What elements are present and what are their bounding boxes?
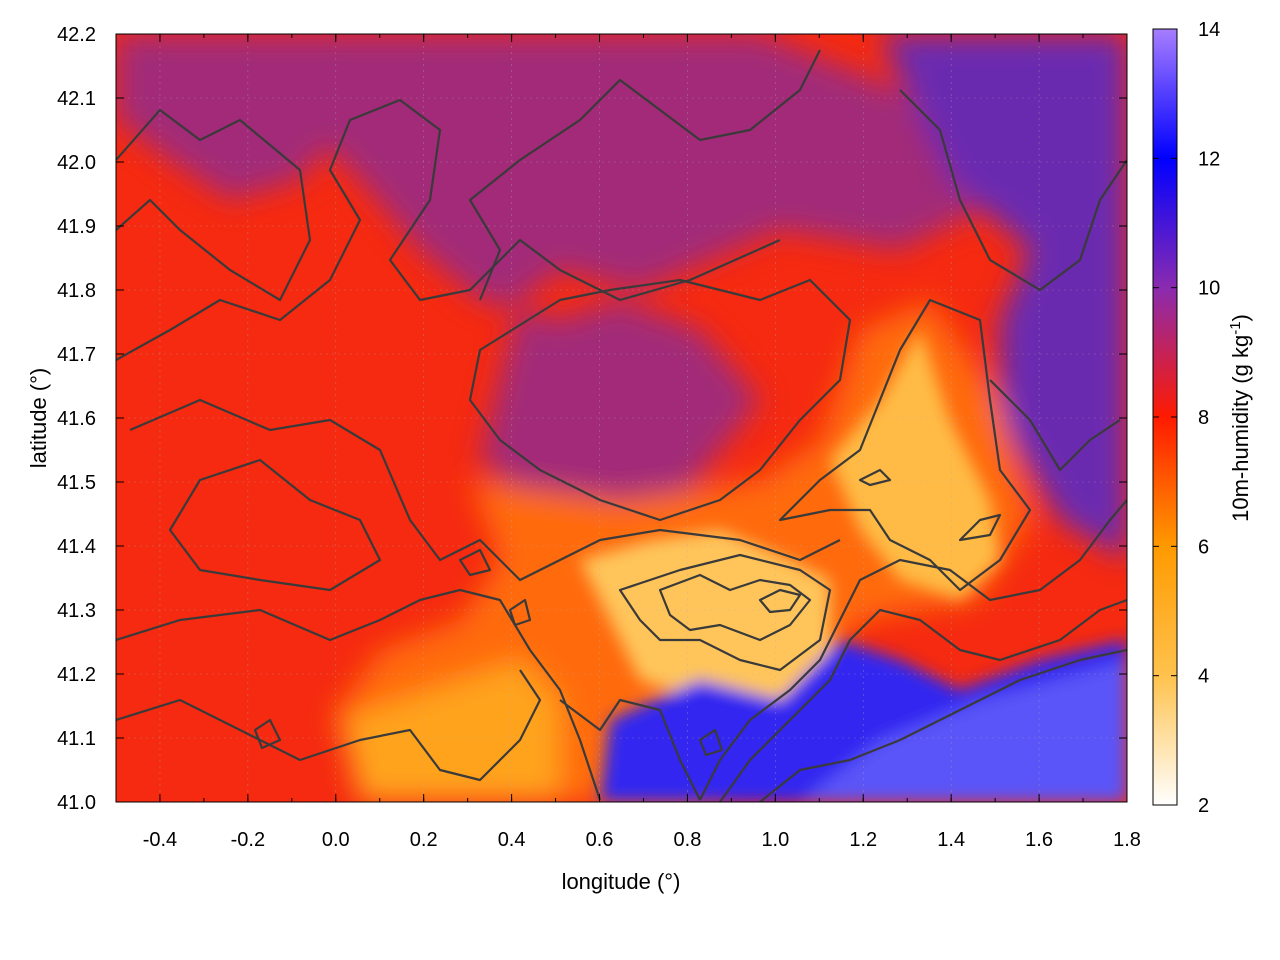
- y-tick-label: 41.4: [57, 536, 96, 558]
- y-tick-label: 41.1: [57, 728, 96, 750]
- colorbar-tick-label: 8: [1198, 407, 1209, 429]
- x-tick-label: 1.2: [849, 829, 877, 851]
- orography-contours: [116, 49, 1127, 802]
- x-tick-label: 0.8: [674, 829, 702, 851]
- contour-line: [658, 573, 812, 642]
- y-tick-label: 41.0: [57, 792, 96, 814]
- colorbar-tick-label: 4: [1198, 666, 1209, 688]
- colorbar: 2 4 6 8 10 12 14 10m-humidity (g kg-1): [1152, 19, 1253, 817]
- y-axis-label: latitude (°): [26, 368, 51, 469]
- x-axis-label: longitude (°): [562, 869, 681, 894]
- contour-line: [458, 548, 492, 577]
- field-northeast-coast: [880, 34, 1127, 560]
- x-tick-label: 1.6: [1025, 829, 1053, 851]
- colorbar-tick-label: 14: [1198, 19, 1220, 41]
- contour-line: [168, 458, 382, 592]
- field-dry-core-central: [580, 530, 830, 700]
- contour-line: [858, 468, 892, 487]
- x-tick-label: 0.6: [586, 829, 614, 851]
- field-dry-tongue-south: [340, 660, 560, 802]
- contour-line: [116, 108, 312, 302]
- x-tick-label: 1.4: [937, 829, 965, 851]
- contour-line: [618, 553, 832, 672]
- colorbar-label-main: 10m-humidity (g kg: [1228, 335, 1253, 522]
- contour-line: [899, 89, 1127, 292]
- y-tick-label: 42.1: [57, 88, 96, 110]
- y-tick-label: 41.7: [57, 344, 96, 366]
- y-tick-label: 41.9: [57, 216, 96, 238]
- contour-line: [253, 718, 282, 750]
- contour-line: [699, 499, 1127, 801]
- colorbar-tick-label: 12: [1198, 148, 1220, 170]
- contour-line: [129, 398, 841, 582]
- y-tick-label: 42.0: [57, 152, 96, 174]
- x-axis: -0.4 -0.2 0.0 0.2 0.4 0.6 0.8 1.0 1.2 1.4 1.6 1.8: [115, 34, 1141, 851]
- contour-line: [468, 49, 821, 301]
- contour-line: [958, 513, 1002, 542]
- contour-line: [989, 379, 1121, 472]
- colorbar-tick-label: 6: [1198, 536, 1209, 558]
- y-tick-label: 41.3: [57, 600, 96, 622]
- field-northern-highlands-2: [116, 34, 350, 200]
- y-tick-label: 41.2: [57, 664, 96, 686]
- contour-line: [758, 588, 802, 614]
- colorbar-label: 10m-humidity (g kg-1): [1227, 314, 1253, 522]
- y-axis: 41.0 41.1 41.2 41.3 41.4 41.5 41.6 41.7 41.8 41.9…: [57, 24, 1127, 814]
- field-sea-far-southeast: [800, 660, 1127, 802]
- x-tick-label: 0.0: [322, 829, 350, 851]
- colorbar-ticks: 2 4 6 8 10 12 14: [1153, 19, 1220, 817]
- colorbar-label-sup: -1: [1227, 321, 1244, 334]
- contour-line: [468, 278, 852, 522]
- contour-line: [508, 598, 532, 627]
- x-tick-label: -0.4: [143, 829, 177, 851]
- colorbar-tick-label: 2: [1198, 795, 1209, 817]
- x-tick-label: 0.4: [498, 829, 526, 851]
- colorbar-tick-label: 10: [1198, 278, 1220, 300]
- contour-line: [116, 588, 602, 801]
- contour-line: [698, 728, 724, 757]
- contour-line: [778, 298, 1032, 592]
- y-tick-label: 41.5: [57, 472, 96, 494]
- contour-line: [719, 598, 1127, 802]
- contour-line: [559, 698, 701, 801]
- field-northern-highlands: [300, 34, 1000, 520]
- colorbar-label-close: ): [1228, 314, 1253, 321]
- contour-line: [759, 648, 1127, 802]
- x-tick-label: 0.2: [410, 829, 438, 851]
- y-tick-label: 41.8: [57, 280, 96, 302]
- contour-line: [116, 98, 781, 361]
- y-tick-label: 41.6: [57, 408, 96, 430]
- y-tick-label: 42.2: [57, 24, 96, 46]
- contour-line: [116, 669, 542, 782]
- x-tick-label: -0.2: [231, 829, 265, 851]
- field-dry-core-east: [830, 330, 1000, 600]
- x-tick-label: 1.8: [1113, 829, 1141, 851]
- x-tick-label: 1.0: [761, 829, 789, 851]
